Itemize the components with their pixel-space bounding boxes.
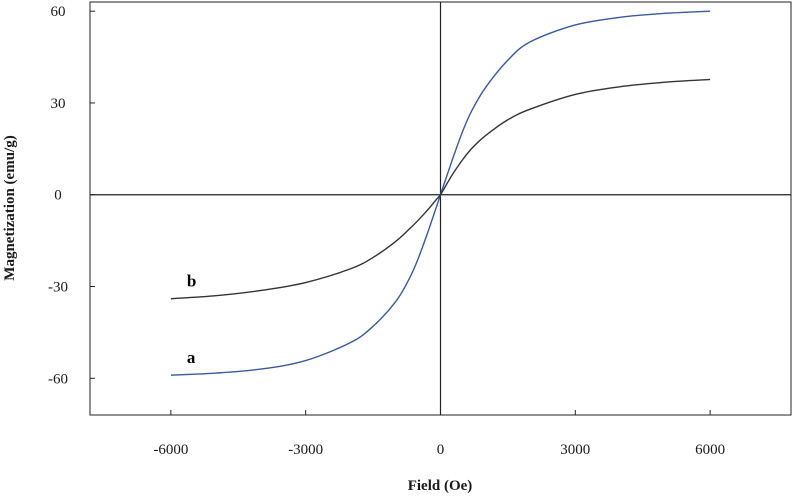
x-tick-label: -6000 xyxy=(153,442,188,458)
x-tick-label: 0 xyxy=(437,442,445,458)
series-line-b xyxy=(170,78,711,300)
y-tick-label: 0 xyxy=(54,188,62,204)
y-tick-label: -60 xyxy=(48,371,68,387)
y-tick-label: 30 xyxy=(51,96,66,112)
x-tick-label: -3000 xyxy=(288,442,323,458)
series-layer xyxy=(170,10,711,376)
series-label-b: b xyxy=(187,272,196,291)
y-tick-label: -30 xyxy=(48,280,68,296)
y-axis-title: Magnetization (emu/g) xyxy=(2,135,18,280)
series-label-a: a xyxy=(187,348,196,367)
y-tick-label: 60 xyxy=(51,4,66,20)
axis-ticks: -6000 -3000 0 3000 6000 -60 -30 0 30 60 xyxy=(48,4,725,458)
labels-layer: ab xyxy=(187,272,196,367)
x-axis-title: Field (Oe) xyxy=(408,478,473,494)
x-tick-label: 6000 xyxy=(695,442,725,458)
x-tick-label: 3000 xyxy=(560,442,590,458)
